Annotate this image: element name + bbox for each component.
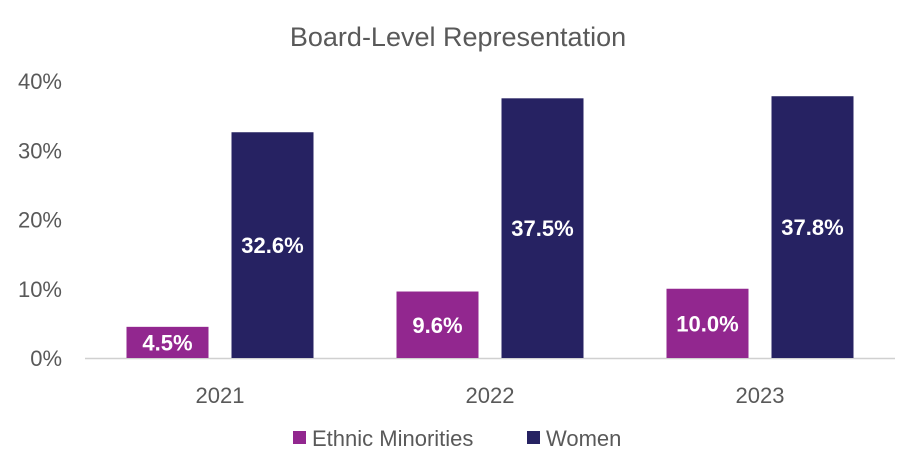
legend-swatch: [293, 431, 306, 444]
data-label: 10.0%: [676, 311, 738, 336]
y-tick-label: 0%: [30, 346, 62, 371]
data-label: 4.5%: [142, 330, 192, 355]
y-tick-label: 40%: [18, 69, 62, 94]
x-tick-label: 2021: [196, 383, 245, 408]
chart-title: Board-Level Representation: [290, 22, 626, 52]
legend-label: Women: [546, 426, 621, 451]
bar-women-2022: [501, 98, 584, 358]
legend-label: Ethnic Minorities: [312, 426, 473, 451]
x-tick-label: 2022: [466, 383, 515, 408]
legend-swatch: [527, 431, 540, 444]
y-tick-label: 10%: [18, 277, 62, 302]
bar-women-2021: [231, 132, 314, 358]
bar-ethnic-minorities-2022: [396, 291, 479, 358]
bar-ethnic-minorities-2023: [666, 288, 749, 358]
data-label: 9.6%: [412, 313, 462, 338]
x-tick-label: 2023: [736, 383, 785, 408]
y-tick-label: 20%: [18, 208, 62, 233]
data-label: 37.8%: [781, 215, 843, 240]
bar-women-2023: [771, 96, 854, 359]
data-label: 32.6%: [241, 233, 303, 258]
bar-ethnic-minorities-2021: [126, 326, 209, 358]
y-tick-label: 30%: [18, 138, 62, 163]
data-label: 37.5%: [511, 216, 573, 241]
